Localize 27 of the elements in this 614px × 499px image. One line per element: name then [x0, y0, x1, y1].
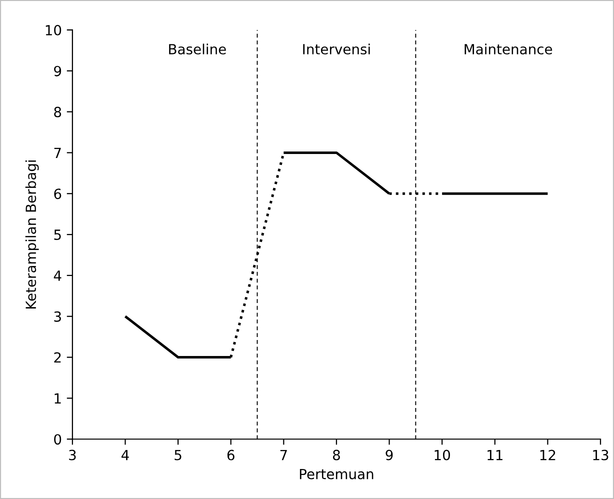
x-tick-label: 7 [280, 450, 287, 460]
x-tick-label: 8 [332, 450, 340, 460]
annotation: Maintenance [464, 44, 552, 54]
x-tick-label: 3 [69, 450, 76, 460]
x-tick-label: 13 [593, 450, 608, 460]
y-tick-label: 7 [54, 148, 61, 158]
x-tick-label: 6 [227, 450, 234, 460]
y-axis-title: Keterampilan Berbagi [25, 160, 39, 309]
x-tick-label: 9 [386, 450, 393, 460]
y-tick-label: 9 [54, 66, 62, 76]
y-tick-label: 8 [54, 106, 62, 118]
y-tick-label: 1 [54, 393, 61, 404]
y-tick-label: 4 [54, 270, 62, 281]
y-tick-label: 2 [54, 352, 61, 363]
y-tick-label: 3 [54, 311, 61, 322]
x-tick-label: 11 [488, 450, 502, 460]
x-tick-label: 10 [434, 450, 450, 460]
y-tick-label: 10 [46, 24, 62, 36]
x-tick-label: 4 [122, 450, 129, 460]
annotation: Baseline [169, 44, 226, 54]
x-tick-label: 5 [174, 450, 182, 460]
x-axis-title: Pertemuan [300, 468, 374, 480]
y-tick-label: 5 [54, 230, 61, 240]
annotation: Intervensi [303, 44, 370, 54]
y-tick-label: 6 [54, 188, 62, 200]
x-tick-label: 12 [540, 450, 556, 460]
y-tick-label: 0 [54, 434, 62, 445]
